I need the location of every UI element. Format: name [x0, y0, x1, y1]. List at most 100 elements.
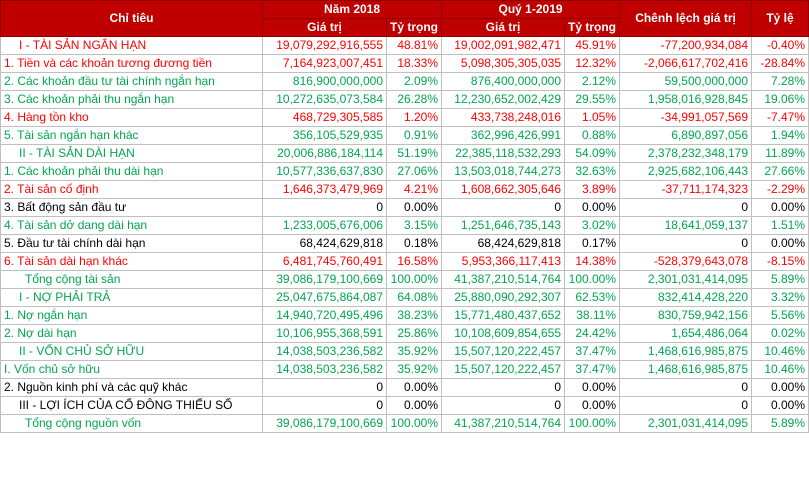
value-2018: 19,079,292,916,555	[262, 36, 387, 55]
value-2018: 1,646,373,479,969	[262, 180, 387, 199]
row-label: 1. Nợ ngắn hạn	[0, 306, 263, 325]
value-2019: 0	[441, 198, 566, 217]
table-row: Tổng cộng tài sản 39,086,179,100,669 100.0…	[0, 270, 809, 289]
value-2019: 433,738,248,016	[441, 108, 566, 127]
ratio-value: 3.32%	[751, 288, 809, 307]
header-weight-2019: Tỷ trọng	[564, 18, 621, 37]
value-2018: 6,481,745,760,491	[262, 252, 387, 271]
weight-2019: 54.09%	[564, 144, 621, 163]
value-2018: 20,006,886,184,114	[262, 144, 387, 163]
diff-value: -528,379,643,078	[619, 252, 753, 271]
value-2018: 356,105,529,935	[262, 126, 387, 145]
ratio-value: 10.46%	[751, 360, 809, 379]
table-row: 2. Tài sản cố định 1,646,373,479,969 4.21%…	[0, 180, 809, 199]
diff-value: 1,958,016,928,845	[619, 90, 753, 109]
weight-2019: 24.42%	[564, 324, 621, 343]
value-2019: 41,387,210,514,764	[441, 270, 566, 289]
value-2019: 1,608,662,305,646	[441, 180, 566, 199]
row-label: 5. Tài sản ngắn hạn khác	[0, 126, 263, 145]
value-2019: 15,507,120,222,457	[441, 342, 566, 361]
value-2019: 22,385,118,532,293	[441, 144, 566, 163]
weight-2018: 51.19%	[385, 144, 443, 163]
weight-2019: 1.05%	[564, 108, 621, 127]
row-label: II - VỐN CHỦ SỞ HỮU	[0, 342, 263, 361]
weight-2019: 29.55%	[564, 90, 621, 109]
value-2019: 12,230,652,002,429	[441, 90, 566, 109]
diff-value: -2,066,617,702,416	[619, 54, 753, 73]
ratio-value: 0.00%	[751, 378, 809, 397]
table-body: I - TÀI SẢN NGẮN HẠN 19,079,292,916,555 48…	[0, 36, 809, 433]
weight-2019: 3.02%	[564, 216, 621, 235]
ratio-value: 5.89%	[751, 414, 809, 433]
weight-2019: 2.12%	[564, 72, 621, 91]
header-year-2018: Năm 2018	[261, 0, 443, 19]
table-row: I - TÀI SẢN NGẮN HẠN 19,079,292,916,555 48…	[0, 36, 809, 55]
row-label: I - TÀI SẢN NGẮN HẠN	[0, 36, 263, 55]
weight-2019: 37.47%	[564, 342, 621, 361]
ratio-value: 27.66%	[751, 162, 809, 181]
value-2018: 68,424,629,818	[262, 234, 387, 253]
value-2019: 0	[441, 396, 566, 415]
value-2019: 68,424,629,818	[441, 234, 566, 253]
ratio-value: 11.89%	[751, 144, 809, 163]
diff-value: 1,468,616,985,875	[619, 342, 753, 361]
diff-value: 2,378,232,348,179	[619, 144, 753, 163]
weight-2018: 2.09%	[385, 72, 443, 91]
row-label: I - NỢ PHẢI TRẢ	[0, 288, 263, 307]
value-2018: 0	[262, 198, 387, 217]
row-label: 5. Đầu tư tài chính dài hạn	[0, 234, 263, 253]
table-row: 5. Đầu tư tài chính dài hạn 68,424,629,81…	[0, 234, 809, 253]
table-row: 2. Nợ dài hạn 10,106,955,368,591 25.86% 10,…	[0, 324, 809, 343]
table-row: 1. Các khoản phải thu dài hạn 10,577,336,…	[0, 162, 809, 181]
table-row: 3. Các khoản phải thu ngắn hạn 10,272,635…	[0, 90, 809, 109]
weight-2019: 14.38%	[564, 252, 621, 271]
row-label: 2. Tài sản cố định	[0, 180, 263, 199]
value-2018: 10,106,955,368,591	[262, 324, 387, 343]
weight-2018: 38.23%	[385, 306, 443, 325]
ratio-value: 0.02%	[751, 324, 809, 343]
table-row: II - VỐN CHỦ SỞ HỮU 14,038,503,236,582 35.…	[0, 342, 809, 361]
header-diff: Chênh lệch giá trị	[619, 0, 753, 37]
weight-2018: 26.28%	[385, 90, 443, 109]
ratio-value: 7.28%	[751, 72, 809, 91]
value-2018: 1,233,005,676,006	[262, 216, 387, 235]
value-2018: 39,086,179,100,669	[262, 414, 387, 433]
weight-2018: 100.00%	[385, 270, 443, 289]
balance-sheet-table: Chỉ tiêu Năm 2018 Quý 1-2019 Chênh lệch …	[0, 0, 809, 433]
value-2018: 10,272,635,073,584	[262, 90, 387, 109]
weight-2019: 62.53%	[564, 288, 621, 307]
diff-value: 2,925,682,106,443	[619, 162, 753, 181]
value-2018: 0	[262, 396, 387, 415]
table-row: 1. Nợ ngắn hạn 14,940,720,495,496 38.23% 15…	[0, 306, 809, 325]
value-2018: 14,038,503,236,582	[262, 360, 387, 379]
value-2019: 5,953,366,117,413	[441, 252, 566, 271]
value-2018: 25,047,675,864,087	[262, 288, 387, 307]
ratio-value: 5.89%	[751, 270, 809, 289]
weight-2018: 4.21%	[385, 180, 443, 199]
diff-value: 59,500,000,000	[619, 72, 753, 91]
value-2019: 15,507,120,222,457	[441, 360, 566, 379]
weight-2018: 18.33%	[385, 54, 443, 73]
table-row: 4. Hàng tồn kho 468,729,305,585 1.20% 433,7…	[0, 108, 809, 127]
weight-2018: 0.00%	[385, 198, 443, 217]
weight-2018: 0.00%	[385, 378, 443, 397]
value-2019: 362,996,426,991	[441, 126, 566, 145]
row-label: Tổng cộng nguồn vốn	[0, 414, 263, 433]
ratio-value: 0.00%	[751, 396, 809, 415]
value-2018: 39,086,179,100,669	[262, 270, 387, 289]
diff-value: -37,711,174,323	[619, 180, 753, 199]
ratio-value: 19.06%	[751, 90, 809, 109]
header-value-2018: Giá trị	[262, 18, 387, 37]
value-2019: 41,387,210,514,764	[441, 414, 566, 433]
diff-value: 0	[619, 198, 753, 217]
weight-2018: 25.86%	[385, 324, 443, 343]
weight-2018: 35.92%	[385, 342, 443, 361]
row-label: Tổng cộng tài sản	[0, 270, 263, 289]
weight-2018: 0.18%	[385, 234, 443, 253]
diff-value: 0	[619, 396, 753, 415]
weight-2019: 12.32%	[564, 54, 621, 73]
diff-value: 1,468,616,985,875	[619, 360, 753, 379]
table-row: 3. Bất động sản đầu tư 0 0.00% 0 0.00% 0 0.00%	[0, 198, 809, 217]
value-2018: 816,900,000,000	[262, 72, 387, 91]
weight-2018: 27.06%	[385, 162, 443, 181]
